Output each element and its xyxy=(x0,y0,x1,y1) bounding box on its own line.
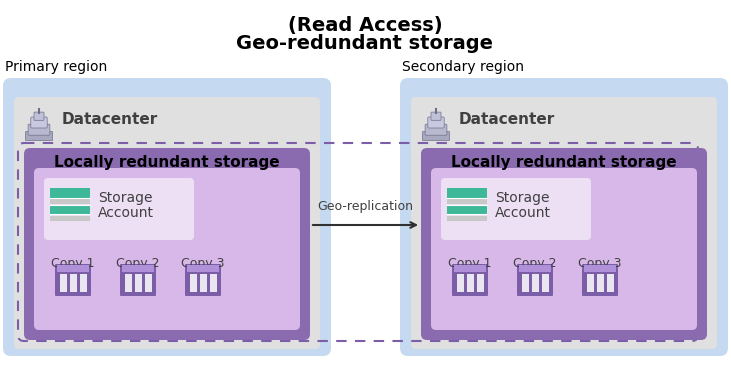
FancyBboxPatch shape xyxy=(3,78,331,356)
FancyBboxPatch shape xyxy=(517,264,553,296)
Text: Primary region: Primary region xyxy=(5,60,107,74)
Text: Datacenter: Datacenter xyxy=(62,112,158,127)
Text: Datacenter: Datacenter xyxy=(459,112,556,127)
FancyBboxPatch shape xyxy=(425,124,447,135)
Text: Copy 1: Copy 1 xyxy=(448,256,492,269)
Bar xyxy=(456,274,463,292)
Text: Copy 2: Copy 2 xyxy=(513,256,557,269)
FancyBboxPatch shape xyxy=(431,112,441,120)
Bar xyxy=(124,274,132,292)
Bar xyxy=(50,199,90,204)
FancyBboxPatch shape xyxy=(423,131,450,141)
FancyBboxPatch shape xyxy=(34,112,44,120)
Text: Geo-replication: Geo-replication xyxy=(317,200,413,213)
FancyBboxPatch shape xyxy=(441,178,591,240)
FancyBboxPatch shape xyxy=(582,264,618,296)
FancyBboxPatch shape xyxy=(452,264,488,296)
Bar xyxy=(519,265,551,272)
FancyBboxPatch shape xyxy=(411,97,717,349)
FancyBboxPatch shape xyxy=(55,264,91,296)
Text: (Read Access): (Read Access) xyxy=(288,16,442,35)
Text: Copy 3: Copy 3 xyxy=(181,256,224,269)
Bar xyxy=(50,188,90,198)
Bar xyxy=(447,188,487,198)
Text: Locally redundant storage: Locally redundant storage xyxy=(54,154,280,170)
Bar xyxy=(542,274,548,292)
FancyBboxPatch shape xyxy=(421,148,707,340)
Text: Copy 1: Copy 1 xyxy=(51,256,95,269)
Text: Account: Account xyxy=(495,206,551,220)
Bar xyxy=(531,274,539,292)
Text: Storage: Storage xyxy=(495,191,550,205)
Bar xyxy=(122,265,154,272)
FancyBboxPatch shape xyxy=(34,168,300,330)
Bar xyxy=(210,274,216,292)
Text: Secondary region: Secondary region xyxy=(402,60,524,74)
Bar xyxy=(447,206,487,214)
Bar xyxy=(586,274,594,292)
Bar xyxy=(596,274,604,292)
Bar xyxy=(607,274,613,292)
FancyBboxPatch shape xyxy=(14,97,320,349)
FancyBboxPatch shape xyxy=(28,124,50,135)
FancyBboxPatch shape xyxy=(428,117,444,128)
Bar xyxy=(57,265,89,272)
Bar xyxy=(200,274,206,292)
FancyBboxPatch shape xyxy=(120,264,156,296)
Text: Storage: Storage xyxy=(98,191,153,205)
Bar xyxy=(50,216,90,221)
Text: Geo-redundant storage: Geo-redundant storage xyxy=(237,34,493,53)
Bar xyxy=(521,274,529,292)
Bar xyxy=(80,274,86,292)
FancyBboxPatch shape xyxy=(185,264,221,296)
Bar xyxy=(189,274,197,292)
Bar xyxy=(59,274,67,292)
Bar xyxy=(477,274,483,292)
Text: Copy 2: Copy 2 xyxy=(116,256,160,269)
Text: Account: Account xyxy=(98,206,154,220)
Text: Locally redundant storage: Locally redundant storage xyxy=(451,154,677,170)
Bar xyxy=(447,199,487,204)
Bar xyxy=(466,274,474,292)
FancyBboxPatch shape xyxy=(24,148,310,340)
Bar xyxy=(447,216,487,221)
Bar xyxy=(584,265,616,272)
FancyBboxPatch shape xyxy=(431,168,697,330)
Text: Copy 3: Copy 3 xyxy=(578,256,622,269)
FancyBboxPatch shape xyxy=(31,117,48,128)
FancyBboxPatch shape xyxy=(26,131,53,141)
FancyBboxPatch shape xyxy=(400,78,728,356)
Bar xyxy=(145,274,151,292)
Bar xyxy=(135,274,142,292)
Bar xyxy=(69,274,77,292)
Bar xyxy=(187,265,219,272)
Bar xyxy=(50,206,90,214)
FancyBboxPatch shape xyxy=(44,178,194,240)
Bar xyxy=(454,265,486,272)
